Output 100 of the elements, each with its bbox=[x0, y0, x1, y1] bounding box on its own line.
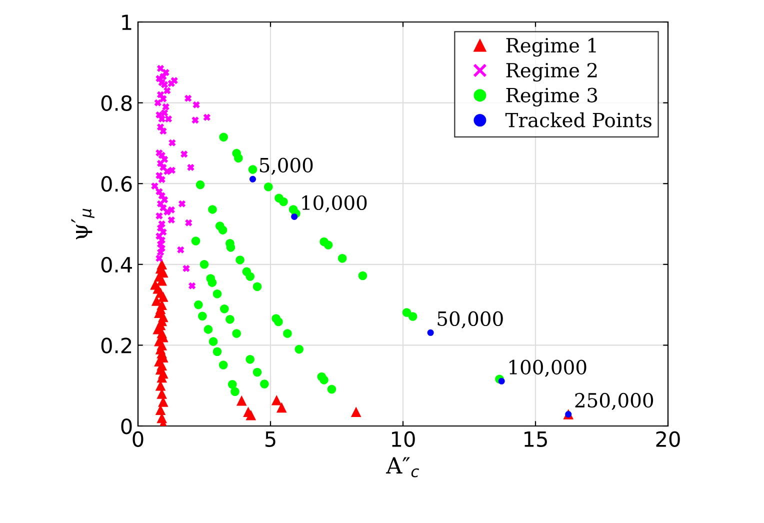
point bbox=[155, 254, 164, 262]
y-tick-label: 0 bbox=[121, 418, 132, 434]
point bbox=[236, 256, 244, 264]
x-tick-label: 20 bbox=[656, 431, 680, 447]
point bbox=[218, 360, 228, 370]
y-tick-label: 0.8 bbox=[101, 95, 132, 112]
point bbox=[198, 312, 207, 321]
point bbox=[408, 312, 418, 321]
point bbox=[338, 254, 347, 263]
point bbox=[220, 304, 229, 314]
point bbox=[232, 329, 241, 338]
point bbox=[427, 329, 434, 336]
point bbox=[246, 272, 254, 281]
point bbox=[151, 296, 162, 306]
point bbox=[156, 200, 165, 208]
y-tick-label: 1 bbox=[122, 14, 132, 30]
point bbox=[294, 344, 304, 354]
y-tick-label: 0.6 bbox=[101, 176, 132, 192]
annotation: 50,000 bbox=[438, 311, 503, 328]
point bbox=[158, 236, 166, 244]
point bbox=[156, 224, 165, 232]
point bbox=[327, 384, 336, 394]
point bbox=[184, 94, 192, 102]
point bbox=[155, 232, 164, 240]
point bbox=[226, 314, 234, 324]
point bbox=[276, 402, 287, 413]
point bbox=[156, 248, 165, 256]
point bbox=[156, 123, 165, 132]
point bbox=[236, 395, 247, 406]
point bbox=[178, 200, 186, 208]
point bbox=[180, 150, 188, 158]
point bbox=[320, 376, 328, 384]
point bbox=[188, 282, 196, 290]
point bbox=[156, 159, 165, 168]
point bbox=[160, 196, 168, 204]
point bbox=[324, 240, 333, 250]
point bbox=[208, 205, 217, 214]
point bbox=[162, 102, 170, 111]
point bbox=[158, 151, 166, 160]
point bbox=[271, 394, 282, 406]
point bbox=[167, 216, 176, 224]
legend-label: Regime 3 bbox=[506, 88, 598, 107]
point bbox=[158, 176, 166, 184]
point bbox=[212, 347, 222, 356]
point bbox=[168, 138, 176, 147]
y-axis-title: ψ′$_{μ}$ bbox=[71, 208, 94, 240]
point bbox=[248, 165, 258, 174]
point bbox=[234, 154, 243, 163]
point bbox=[219, 132, 228, 142]
point bbox=[204, 325, 213, 334]
point bbox=[264, 182, 273, 192]
point bbox=[184, 218, 193, 227]
y-tick-label: 0.4 bbox=[101, 256, 132, 273]
point bbox=[402, 308, 412, 317]
point bbox=[498, 378, 505, 384]
point bbox=[158, 192, 166, 200]
point bbox=[158, 292, 168, 302]
annotation: 5,000 bbox=[260, 158, 313, 175]
point bbox=[218, 226, 228, 234]
point bbox=[208, 278, 217, 287]
point bbox=[186, 163, 195, 172]
point bbox=[279, 197, 288, 206]
legend-label: Regime 2 bbox=[506, 62, 597, 82]
point bbox=[191, 116, 200, 124]
point bbox=[155, 212, 164, 220]
x-tick-label: 0 bbox=[132, 431, 144, 447]
y-tick-label: 0.2 bbox=[101, 338, 132, 354]
x-tick-label: 15 bbox=[524, 432, 547, 447]
point bbox=[159, 228, 168, 236]
point bbox=[155, 188, 164, 196]
point bbox=[194, 300, 203, 310]
point bbox=[260, 380, 269, 388]
point bbox=[200, 260, 209, 269]
x-tick-label: 10 bbox=[392, 431, 415, 447]
point bbox=[191, 236, 200, 246]
point bbox=[176, 246, 185, 254]
point bbox=[249, 176, 256, 182]
point bbox=[159, 127, 168, 136]
x-axis-title: A″$_{c}$ bbox=[386, 457, 420, 478]
point bbox=[196, 180, 205, 190]
point bbox=[159, 72, 168, 81]
point bbox=[192, 100, 200, 109]
point bbox=[291, 213, 298, 220]
legend-label: Regime 1 bbox=[506, 38, 596, 57]
point bbox=[163, 208, 172, 216]
point bbox=[246, 410, 256, 420]
point bbox=[283, 329, 292, 338]
point bbox=[228, 380, 237, 389]
point bbox=[274, 317, 283, 326]
point bbox=[155, 172, 164, 180]
point bbox=[182, 264, 190, 272]
point bbox=[350, 406, 362, 418]
point bbox=[170, 76, 178, 85]
point bbox=[150, 182, 159, 190]
annotation: 100,000 bbox=[510, 360, 586, 377]
legend-label: Tracked Points bbox=[505, 112, 652, 128]
point bbox=[212, 290, 222, 298]
point bbox=[358, 271, 368, 280]
annotation: 250,000 bbox=[575, 392, 654, 410]
x-tick-label: 5 bbox=[265, 432, 276, 447]
